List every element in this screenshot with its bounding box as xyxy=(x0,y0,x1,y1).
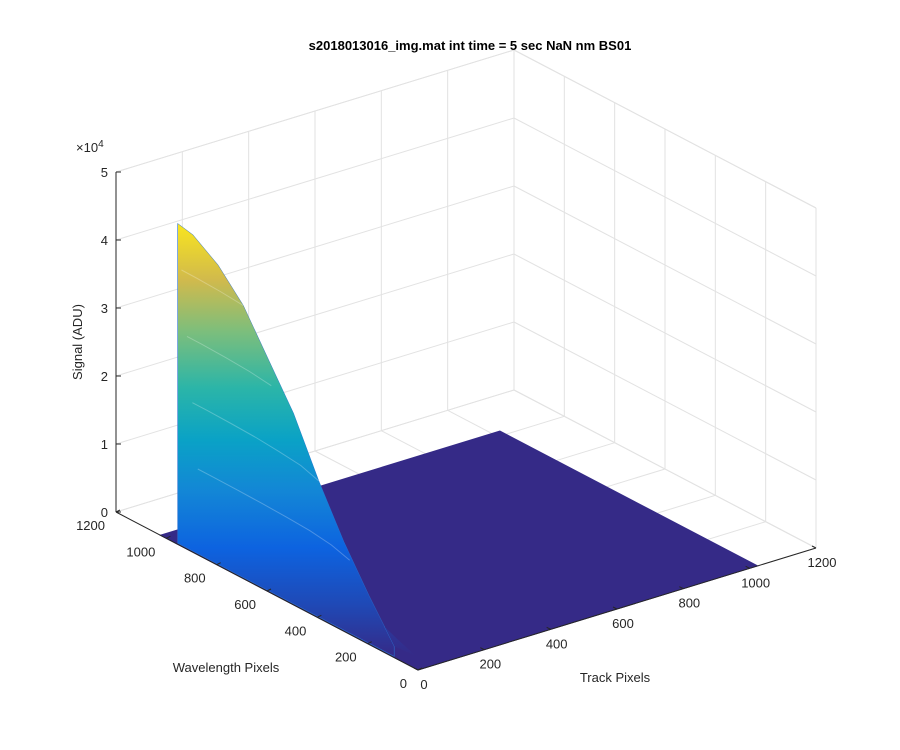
wall-edge xyxy=(513,49,817,209)
wall-grid-line xyxy=(513,117,817,277)
x-tick-mark xyxy=(612,606,618,610)
x-tick-label: 200 xyxy=(479,657,501,672)
z-tick-label: 2 xyxy=(101,369,108,384)
surface-contour xyxy=(192,402,320,482)
y-tick-mark xyxy=(417,667,423,671)
surface-contour xyxy=(186,335,272,387)
y-tick-label: 0 xyxy=(400,676,407,691)
wall-edge xyxy=(115,49,515,173)
z-tick-label: 1 xyxy=(101,437,108,452)
z-tick-label: 3 xyxy=(101,301,108,316)
surface-contour xyxy=(181,269,244,306)
z-tick-label: 4 xyxy=(101,233,108,248)
surface-contour xyxy=(197,468,351,561)
wall-grid-line xyxy=(513,321,817,481)
y-tick-label: 1200 xyxy=(76,518,105,533)
y-tick-label: 1000 xyxy=(126,544,155,559)
z-exponent-power: 4 xyxy=(98,139,104,150)
x-tick-label: 0 xyxy=(420,677,427,692)
y-tick-mark xyxy=(317,614,322,618)
surface-ridge-slope xyxy=(177,223,416,656)
y-tick-mark xyxy=(266,588,272,592)
wall-grid-line xyxy=(513,185,817,345)
x-axis-label: Track Pixels xyxy=(580,670,651,685)
y-tick-label: 400 xyxy=(285,623,307,638)
z-axis-label: Signal (ADU) xyxy=(70,304,85,380)
x-tick-label: 800 xyxy=(678,596,700,611)
wall-grid-line xyxy=(513,389,817,549)
y-axis-label: Wavelength Pixels xyxy=(173,660,280,675)
x-tick-mark xyxy=(546,626,551,630)
y-tick-label: 800 xyxy=(184,571,206,586)
y-tick-mark xyxy=(367,641,372,645)
labels: 0200400600800100012000200400600800100012… xyxy=(70,38,836,692)
chart-title: s2018013016_img.mat int time = 5 sec NaN… xyxy=(309,38,632,53)
surface xyxy=(158,223,759,671)
y-tick-label: 600 xyxy=(234,597,256,612)
y-tick-label: 200 xyxy=(335,650,357,665)
z-exponent-label: ×104 xyxy=(76,139,104,155)
wall-grid-line xyxy=(115,117,515,241)
y-tick-mark xyxy=(166,535,171,539)
x-tick-label: 1000 xyxy=(741,575,770,590)
z-tick-label: 0 xyxy=(101,505,108,520)
y-tick-mark xyxy=(216,562,221,566)
x-tick-mark xyxy=(745,565,750,569)
x-tick-label: 400 xyxy=(546,636,568,651)
x-tick-label: 1200 xyxy=(808,555,837,570)
x-tick-mark xyxy=(480,647,485,651)
x-tick-mark xyxy=(679,586,684,590)
axes xyxy=(115,171,817,671)
x-tick-mark xyxy=(413,667,419,671)
wall-grid-line xyxy=(513,253,817,413)
x-tick-label: 600 xyxy=(612,616,634,631)
x-tick-mark xyxy=(811,545,817,549)
z-tick-label: 5 xyxy=(101,165,108,180)
